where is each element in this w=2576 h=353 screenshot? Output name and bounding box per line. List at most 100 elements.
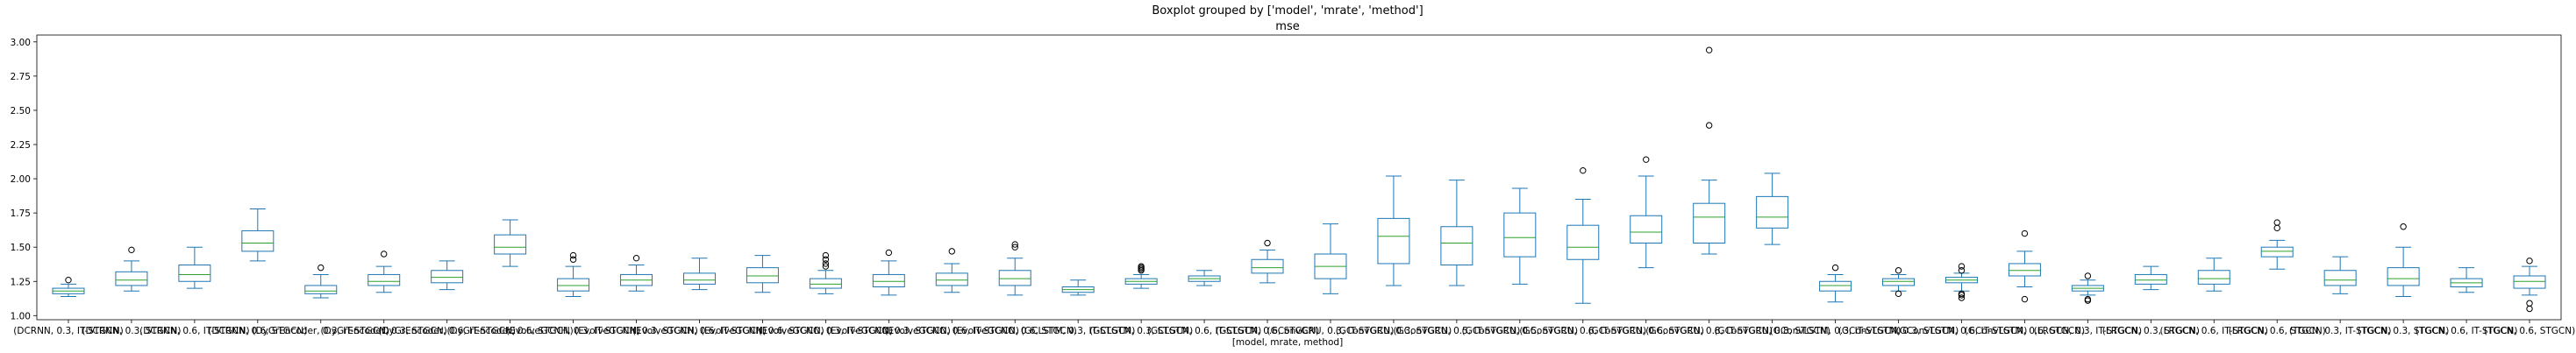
box xyxy=(746,267,779,284)
flier-point xyxy=(2084,272,2092,279)
x-tick-label: (GConvGRU, 0.8, STGCN) xyxy=(1714,326,1830,336)
box xyxy=(998,270,1031,286)
flier-point xyxy=(1011,241,1018,248)
flier-point xyxy=(822,251,830,259)
box xyxy=(809,278,842,289)
flier-point xyxy=(1895,267,1902,274)
box xyxy=(1377,217,1410,265)
y-tick-label: 1.50 xyxy=(11,243,31,253)
box xyxy=(2008,263,2041,277)
x-tick-label: (DyGrEncoder, 0.3, IT-STGCN) xyxy=(252,326,389,336)
x-tick-label: (EvolveGCNO, 0.6, STGCN) xyxy=(953,326,1077,336)
axes-frame xyxy=(36,34,2562,321)
x-tick-label: (DCRNN, 0.6, STGCN) xyxy=(208,326,307,336)
y-tick-label: 1.25 xyxy=(11,277,31,287)
box xyxy=(1251,258,1284,274)
box xyxy=(1440,226,1474,265)
box xyxy=(935,272,968,286)
x-tick-label: (GCLSTM, 0.6, STGCN) xyxy=(1216,326,1319,336)
y-tick-label: 1.75 xyxy=(11,208,31,219)
y-tick-label: 2.50 xyxy=(11,106,31,116)
flier-point xyxy=(822,256,830,263)
x-tick-label: (EvolveGCNH, 0.6, IT-STGCN) xyxy=(632,326,767,336)
x-tick-label: (LRGCN, 0.3, STGCN) xyxy=(2102,326,2200,336)
box xyxy=(1819,280,1852,292)
flier-point xyxy=(128,246,135,254)
flier-point xyxy=(2273,224,2280,232)
x-tick-label: (EvolveGCNH, 0.3, IT-STGCN) xyxy=(506,326,640,336)
flier-point xyxy=(1138,263,1145,270)
box xyxy=(1630,215,1663,244)
flier-point xyxy=(2526,258,2533,265)
x-tick-label: (EvolveGCNO, 0.6, IT-STGCN) xyxy=(885,326,1019,336)
flier-point xyxy=(2273,219,2280,226)
box xyxy=(2387,267,2420,286)
x-tick-label: (TGCN, 0.6, STGCN) xyxy=(2484,326,2575,336)
y-tick-label: 3.00 xyxy=(11,38,31,48)
flier-point xyxy=(2526,300,2533,307)
x-tick-label: (GConvLSTM, 0.6, STGCN) xyxy=(1965,326,2085,336)
box xyxy=(304,285,338,294)
box xyxy=(241,229,275,252)
box xyxy=(367,273,401,286)
flier-point xyxy=(2400,223,2407,230)
flier-point xyxy=(318,264,325,272)
flier-point xyxy=(2526,305,2533,313)
x-tick-label: (TGCN, 0.3, IT-STGCN) xyxy=(2289,326,2392,336)
flier-point xyxy=(1011,244,1018,251)
x-tick-label: (GConvGRU, 0.3, IT-STGCN) xyxy=(1267,326,1395,336)
flier-point xyxy=(885,249,893,257)
flier-point xyxy=(2084,295,2092,303)
x-tick-label: (GConvGRU, 0.6, STGCN) xyxy=(1588,326,1704,336)
box xyxy=(2513,275,2546,289)
flier-point xyxy=(381,251,388,258)
flier-point xyxy=(1958,267,1966,274)
x-tick-label: (GConvGRU, 0.8, IT-STGCN) xyxy=(1645,326,1773,336)
x-tick-label: (GCLSTM, 0.6, IT-STGCN) xyxy=(1147,326,1261,336)
chart-title: mse xyxy=(1275,20,1299,33)
x-tick-label: (EvolveGCNO, 0.3, IT-STGCN) xyxy=(759,326,893,336)
box xyxy=(431,270,464,284)
flier-point xyxy=(948,248,955,255)
box xyxy=(494,234,527,255)
flier-point xyxy=(1958,263,1966,270)
box xyxy=(1503,212,1537,258)
flier-point xyxy=(1705,46,1713,53)
flier-point xyxy=(569,251,577,259)
flier-point xyxy=(2021,229,2029,237)
box xyxy=(1756,195,1789,229)
box xyxy=(872,273,905,287)
x-tick-label: (EvolveGCNH, 0.6, STGCN) xyxy=(701,326,824,336)
x-tick-label: (DyGrEncoder, 0.6, IT-STGCN) xyxy=(378,326,516,336)
flier-point xyxy=(632,254,640,262)
y-tick-label: 2.00 xyxy=(11,174,31,185)
flier-point xyxy=(1831,264,1839,272)
chart-suptitle: Boxplot grouped by ['model', 'mrate', 'm… xyxy=(1152,4,1423,18)
plot-area: 1.00 1.25 1.50 1.75 2.00 2.25 2.50 2.75 3.00 (DCR… xyxy=(11,34,2575,336)
x-tick-label: (GConvLSTM, 0.6, IT-STGCN) xyxy=(1896,326,2028,336)
x-tick-label: (LRGCN, 0.6, STGCN) xyxy=(2229,326,2326,336)
y-tick-label: 2.75 xyxy=(11,72,31,82)
box xyxy=(2260,246,2294,258)
flier-point xyxy=(1580,166,1587,174)
x-tick-label: (GConvGRU, 0.6, IT-STGCN) xyxy=(1519,326,1646,336)
box xyxy=(2323,270,2357,286)
flier-point xyxy=(822,260,830,267)
box xyxy=(2197,270,2230,285)
flier-point xyxy=(1895,290,1902,298)
box xyxy=(1693,202,1726,244)
box xyxy=(557,278,590,292)
x-tick-label: (DyGrEncoder, 0.6, STGCN) xyxy=(446,326,573,336)
x-tick-label: (GCLSTM, 0.3, STGCN) xyxy=(1089,326,1193,336)
box xyxy=(178,265,211,282)
x-tick-label: (GConvGRU, 0.5, STGCN) xyxy=(1462,326,1579,336)
x-tick-label: (TGCN, 0.6, IT-STGCN) xyxy=(2415,326,2518,336)
x-tick-label: (GConvGRU, 0.3, STGCN) xyxy=(1336,326,1452,336)
box xyxy=(2134,273,2167,285)
flier-point xyxy=(569,256,577,263)
x-tick-label: (EvolveGCNH, 0.3, STGCN) xyxy=(574,326,698,336)
x-tick-label: (GConvLSTM, 0.3, IT-STGCN) xyxy=(1770,326,1902,336)
y-tick-label: 2.25 xyxy=(11,140,31,151)
x-axis-label: [model, mrate, method] xyxy=(1232,337,1343,348)
x-tick-label: (DCRNN, 0.3, STGCN) xyxy=(82,326,181,336)
